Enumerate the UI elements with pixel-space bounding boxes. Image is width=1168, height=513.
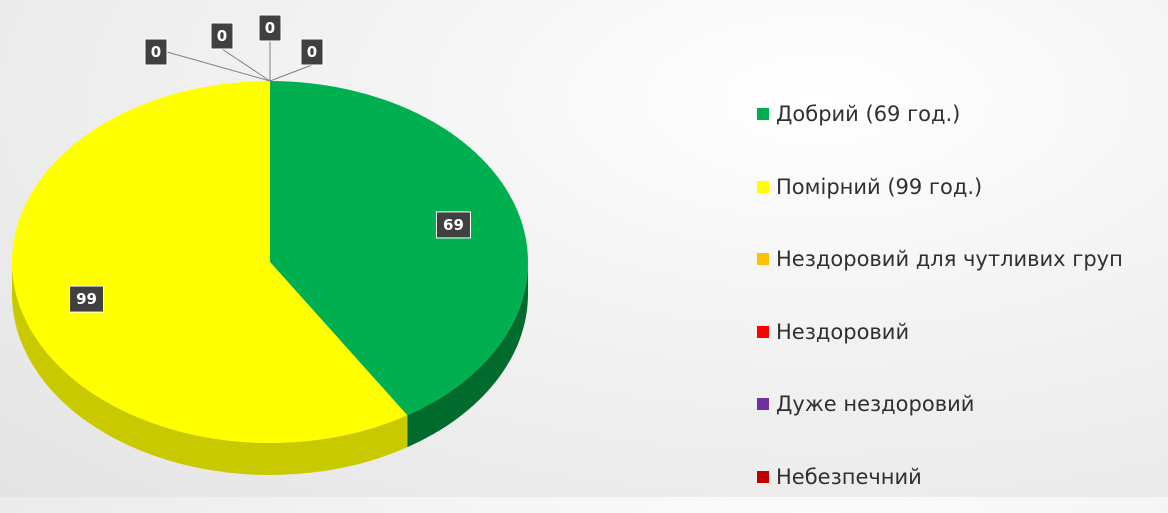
leader-line bbox=[270, 65, 312, 81]
leader-lines bbox=[167, 41, 312, 81]
pie-slices bbox=[12, 81, 528, 443]
legend-item: Дуже нездоровий bbox=[757, 368, 1123, 441]
legend-swatch bbox=[757, 398, 769, 410]
legend: Добрий (69 год.) Помірний (99 год.) Нездор… bbox=[757, 78, 1123, 513]
legend-swatch bbox=[757, 181, 769, 193]
legend-item: Нездоровий для чутливих груп bbox=[757, 223, 1123, 296]
legend-swatch bbox=[757, 253, 769, 265]
legend-item: Нездоровий bbox=[757, 296, 1123, 369]
legend-label: Дуже нездоровий bbox=[776, 392, 974, 416]
data-label: 69 bbox=[443, 216, 464, 234]
legend-label: Нездоровий для чутливих груп bbox=[776, 247, 1123, 271]
legend-label: Нездоровий bbox=[776, 320, 909, 344]
leader-line bbox=[167, 52, 270, 81]
leader-line bbox=[222, 49, 270, 81]
data-label: 99 bbox=[76, 290, 97, 308]
data-label: 0 bbox=[217, 27, 227, 45]
legend-swatch bbox=[757, 326, 769, 338]
data-label: 0 bbox=[151, 43, 161, 61]
legend-swatch bbox=[757, 471, 769, 483]
legend-swatch bbox=[757, 108, 769, 120]
legend-item: Небезпечний bbox=[757, 441, 1123, 513]
legend-item: Добрий (69 год.) bbox=[757, 78, 1123, 151]
legend-item: Помірний (99 год.) bbox=[757, 151, 1123, 224]
data-label: 0 bbox=[265, 19, 275, 37]
data-label: 0 bbox=[307, 43, 317, 61]
legend-label: Помірний (99 год.) bbox=[776, 175, 982, 199]
legend-label: Добрий (69 год.) bbox=[776, 102, 960, 126]
legend-label: Небезпечний bbox=[776, 465, 922, 489]
